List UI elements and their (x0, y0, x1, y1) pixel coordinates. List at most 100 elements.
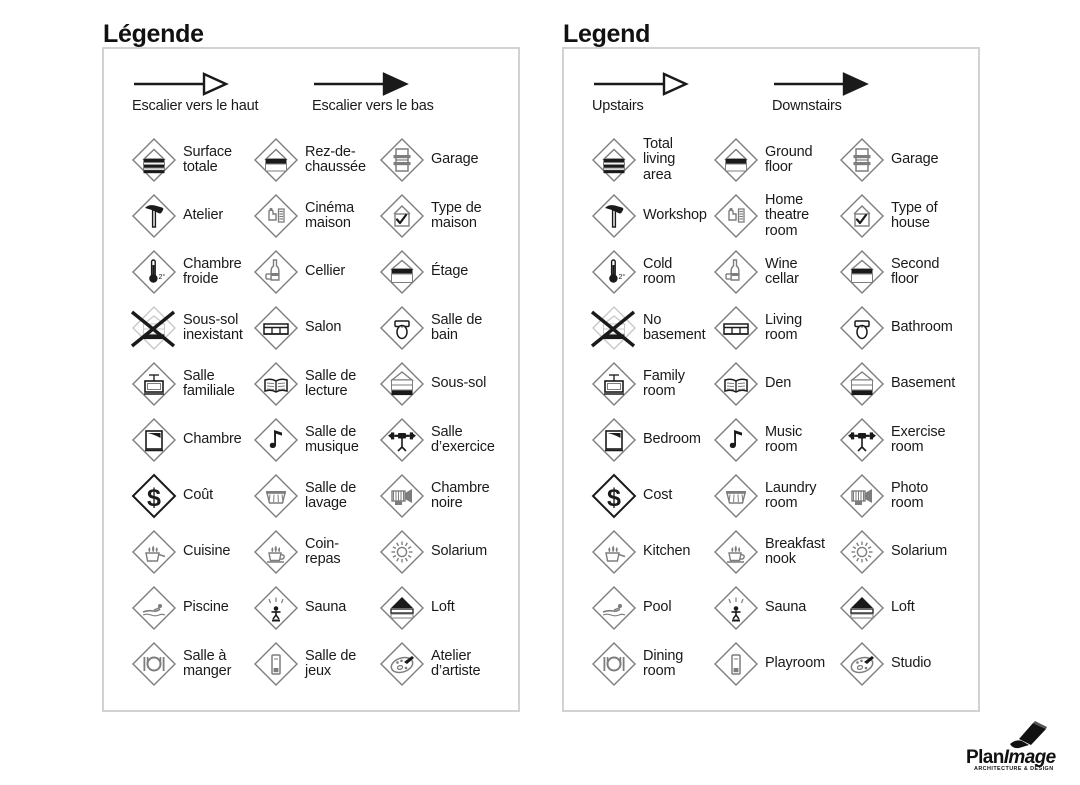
legend-grid-french: Surface totale Rez-de- chaussée Garage Atel… (104, 132, 518, 692)
legend-panel-english: Upstairs Downstairs Total living area Gro… (562, 47, 980, 712)
playroom-icon (712, 640, 760, 688)
ground-floor-icon (252, 136, 300, 184)
studio-icon (378, 640, 426, 688)
arrow-up-outline-icon (592, 71, 692, 97)
legend-item: Salle de musique (252, 412, 378, 468)
legend-item: $ Coût (130, 468, 252, 524)
legend-item: Cuisine (130, 524, 252, 580)
laundry-room-icon (252, 472, 300, 520)
legend-item: Salle de lavage (252, 468, 378, 524)
legend-row: Cuisine Coin- repas Solarium (104, 524, 518, 580)
legend-row: Surface totale Rez-de- chaussée Garage (104, 132, 518, 188)
legend-item: Kitchen (590, 524, 712, 580)
legend-item-label: Chambre froide (183, 255, 242, 287)
legend-row: Chambre Salle de musique Salle d’exercice (104, 412, 518, 468)
legend-item-label: Pool (643, 599, 672, 616)
home-theatre-icon (252, 192, 300, 240)
legend-item: Loft (378, 580, 518, 636)
legend-item: Solarium (378, 524, 518, 580)
stairs-down-block: Downstairs (772, 71, 872, 114)
no-basement-icon (590, 304, 638, 352)
legend-item: Sauna (252, 580, 378, 636)
solarium-icon (378, 528, 426, 576)
legend-item: Basement (838, 356, 978, 412)
legend-item-label: Playroom (765, 655, 826, 672)
legend-item-label: Salon (305, 319, 342, 336)
legend-item-label: Coin- repas (305, 535, 341, 567)
stairs-up-block: Upstairs (592, 71, 692, 114)
den-icon (252, 360, 300, 408)
legend-item-label: Surface totale (183, 143, 232, 175)
legend-item: Breakfast nook (712, 524, 838, 580)
dining-room-icon (590, 640, 638, 688)
garage-icon (838, 136, 886, 184)
legend-item-label: Living room (765, 311, 802, 343)
legend-item-label: Chambre noire (431, 479, 490, 511)
legend-row: Total living area Ground floor Garage (564, 132, 978, 188)
legend-row: Kitchen Breakfast nook Solarium (564, 524, 978, 580)
legend-item: Garage (838, 132, 978, 188)
legend-item: Coin- repas (252, 524, 378, 580)
legend-item: Chambre noire (378, 468, 518, 524)
logo-tagline: ARCHITECTURE & DESIGN (974, 766, 1054, 772)
legend-item-label: Type of house (891, 199, 938, 231)
legend-item: Salle d’exercice (378, 412, 518, 468)
photo-room-icon (838, 472, 886, 520)
legend-item: Sauna (712, 580, 838, 636)
legend-item-label: Salle de musique (305, 423, 359, 455)
legend-item: Type de maison (378, 188, 518, 244)
legend-item-label: Workshop (643, 207, 707, 224)
basement-icon (378, 360, 426, 408)
legend-item-label: Salle de jeux (305, 647, 357, 679)
legend-item: Étage (378, 244, 518, 300)
stairs-down-label: Downstairs (772, 98, 842, 114)
total-area-icon (130, 136, 178, 184)
legend-item: No basement (590, 300, 712, 356)
legend-item: Salon (252, 300, 378, 356)
legend-row: Piscine Sauna Loft (104, 580, 518, 636)
legend-row: Pool Sauna Loft (564, 580, 978, 636)
legend-item: Workshop (590, 188, 712, 244)
kitchen-icon (590, 528, 638, 576)
legend-item-label: Garage (431, 151, 479, 168)
legend-item: Salle familiale (130, 356, 252, 412)
legend-item-label: Bathroom (891, 319, 953, 336)
legend-row: $ Cost Laundry room Photo room (564, 468, 978, 524)
legend-row: 2° Chambre froide Cellier Étage (104, 244, 518, 300)
legend-item: Solarium (838, 524, 978, 580)
cold-room-icon: 2° (130, 248, 178, 296)
playroom-icon (252, 640, 300, 688)
legend-row: 2° Cold room Wine cellar Second floor (564, 244, 978, 300)
legend-grid-english: Total living area Ground floor Garage Works… (564, 132, 978, 692)
legend-item: Bathroom (838, 300, 978, 356)
legend-item: Studio (838, 636, 978, 692)
legend-item-label: Sauna (765, 599, 807, 616)
legend-item-label: Laundry room (765, 479, 817, 511)
loft-icon (378, 584, 426, 632)
legend-item-label: Music room (765, 423, 803, 455)
bathroom-icon (838, 304, 886, 352)
legend-item: Cinéma maison (252, 188, 378, 244)
wine-cellar-icon (712, 248, 760, 296)
legend-item: Chambre (130, 412, 252, 468)
legend-item-label: Wine cellar (765, 255, 799, 287)
legend-row: Dining room Playroom Studio (564, 636, 978, 692)
legend-row: $ Coût Salle de lavage Chambre noire (104, 468, 518, 524)
family-room-icon (590, 360, 638, 408)
legend-row: Salle à manger Salle de jeux Atelier d’art… (104, 636, 518, 692)
legend-item: Piscine (130, 580, 252, 636)
legend-item: Atelier (130, 188, 252, 244)
house-type-icon (838, 192, 886, 240)
legend-item-label: Solarium (891, 543, 948, 560)
legend-item: Cellier (252, 244, 378, 300)
legend-item-label: Den (765, 375, 792, 392)
legend-item-label: Bedroom (643, 431, 701, 448)
photo-room-icon (378, 472, 426, 520)
breakfast-nook-icon (712, 528, 760, 576)
legend-item-label: Type de maison (431, 199, 482, 231)
second-floor-icon (378, 248, 426, 296)
legend-item-label: Loft (891, 599, 915, 616)
ground-floor-icon (712, 136, 760, 184)
house-type-icon (378, 192, 426, 240)
legend-item-label: Coût (183, 487, 214, 504)
